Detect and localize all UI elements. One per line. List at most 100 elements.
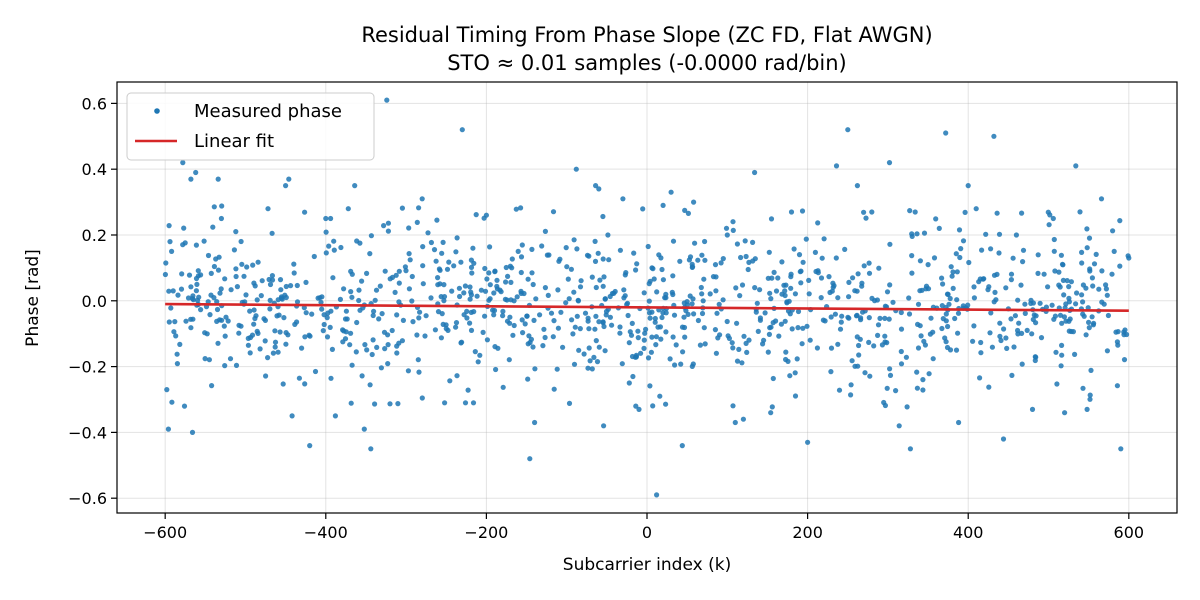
scatter-point: [609, 322, 615, 328]
scatter-point: [302, 334, 308, 340]
scatter-point: [862, 370, 868, 376]
scatter-point: [385, 228, 391, 234]
scatter-point: [575, 298, 582, 304]
scatter-point: [670, 273, 676, 279]
scatter-point: [420, 281, 426, 287]
scatter-point: [472, 349, 478, 355]
scatter-point: [396, 299, 402, 305]
scatter-point: [755, 328, 761, 334]
scatter-point: [262, 317, 268, 323]
scatter-point: [725, 333, 731, 339]
scatter-point: [861, 263, 867, 269]
scatter-point: [1045, 284, 1051, 290]
scatter-point: [917, 288, 923, 294]
scatter-point: [385, 361, 391, 367]
scatter-point: [190, 316, 196, 322]
scatter-point: [707, 291, 713, 297]
scatter-point: [930, 329, 936, 335]
scatter-point: [529, 246, 535, 252]
scatter-point: [641, 337, 647, 343]
scatter-point: [1121, 357, 1128, 363]
scatter-point: [866, 339, 872, 345]
scatter-point: [324, 315, 330, 321]
scatter-point: [845, 127, 851, 133]
scatter-point: [818, 275, 825, 281]
scatter-point: [219, 317, 225, 323]
scatter-point: [682, 207, 688, 213]
scatter-point: [669, 289, 675, 295]
scatter-point: [585, 315, 591, 321]
scatter-point: [474, 293, 480, 299]
scatter-point: [468, 292, 474, 298]
scatter-point: [419, 395, 425, 401]
scatter-point: [641, 345, 647, 351]
scatter-point: [348, 330, 354, 336]
scatter-point: [233, 362, 240, 368]
scatter-point: [779, 259, 785, 265]
scatter-point: [222, 363, 228, 369]
scatter-point: [353, 349, 359, 355]
x-tick-label: 400: [953, 523, 984, 542]
scatter-point: [896, 423, 902, 429]
scatter-point: [1098, 196, 1105, 202]
scatter-point: [593, 183, 599, 189]
scatter-point: [247, 350, 253, 356]
scatter-point: [1051, 236, 1057, 243]
scatter-point: [800, 325, 806, 331]
scatter-point: [471, 309, 477, 315]
scatter-point: [1110, 228, 1116, 234]
scatter-point: [385, 342, 391, 348]
scatter-point: [205, 299, 211, 305]
scatter-point: [446, 259, 452, 265]
scatter-point: [277, 277, 284, 283]
scatter-point: [652, 315, 658, 322]
scatter-point: [828, 369, 834, 375]
scatter-point: [385, 220, 391, 226]
scatter-point: [617, 330, 623, 336]
scatter-point: [743, 253, 749, 260]
scatter-point: [997, 333, 1003, 339]
scatter-point: [169, 248, 175, 254]
scatter-point: [283, 283, 289, 290]
scatter-point: [1086, 319, 1092, 325]
scatter-point: [778, 321, 785, 327]
scatter-point: [406, 286, 412, 292]
scatter-point: [396, 280, 402, 286]
scatter-point: [720, 256, 726, 262]
scatter-point: [645, 243, 651, 250]
scatter-point: [654, 492, 660, 498]
scatter-point: [647, 383, 653, 389]
scatter-point: [621, 295, 627, 301]
scatter-point: [791, 246, 797, 252]
scatter-point: [340, 327, 346, 333]
scatter-point: [323, 215, 329, 222]
scatter-point: [909, 231, 915, 237]
scatter-point: [738, 254, 744, 261]
scatter-point: [519, 317, 525, 323]
scatter-point: [663, 295, 669, 301]
scatter-point: [188, 284, 194, 290]
scatter-point: [680, 349, 686, 355]
scatter-point: [914, 231, 920, 237]
scatter-point: [233, 273, 239, 280]
scatter-point: [943, 311, 949, 317]
scatter-point: [980, 276, 986, 282]
scatter-point: [542, 285, 549, 291]
scatter-point: [691, 311, 697, 317]
scatter-point: [887, 372, 894, 378]
scatter-point: [461, 290, 467, 296]
scatter-point: [406, 225, 412, 231]
scatter-point: [1047, 212, 1053, 218]
scatter-point: [884, 289, 891, 295]
scatter-point: [1008, 316, 1014, 322]
scatter-point: [1008, 277, 1015, 283]
scatter-point: [505, 273, 511, 279]
scatter-point: [1015, 297, 1021, 303]
scatter-point: [988, 246, 994, 252]
scatter-point: [525, 276, 531, 282]
scatter-point: [364, 347, 370, 353]
scatter-point: [977, 375, 983, 381]
scatter-point: [797, 269, 803, 275]
scatter-point: [670, 334, 676, 340]
scatter-point: [280, 381, 286, 387]
